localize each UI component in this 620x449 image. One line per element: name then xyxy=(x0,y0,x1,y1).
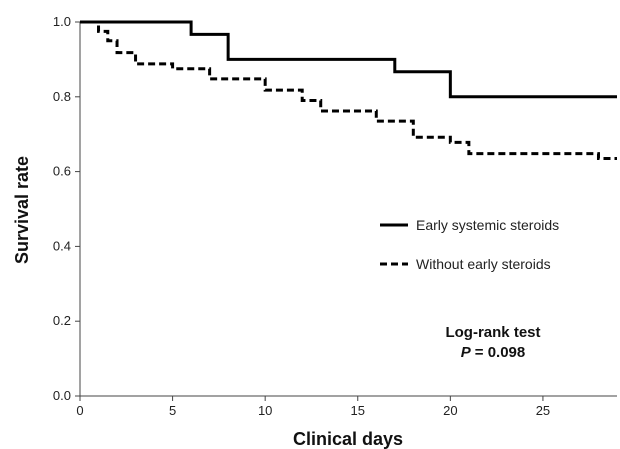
annotation-title: Log-rank test xyxy=(445,324,540,341)
series-early-steroids xyxy=(80,20,617,99)
p-symbol: P xyxy=(461,344,472,361)
x-tick-label: 15 xyxy=(351,403,365,418)
y-tick-label: 0.4 xyxy=(53,238,71,253)
y-tick-label: 0.2 xyxy=(53,313,71,328)
series-without-steroids xyxy=(80,20,617,161)
y-tick-label: 0.6 xyxy=(53,164,71,179)
x-tick-label: 10 xyxy=(258,403,272,418)
p-value: = 0.098 xyxy=(475,344,525,361)
y-tick-label: 0.8 xyxy=(53,89,71,104)
y-tick-label: 0.0 xyxy=(53,388,71,403)
y-ticks: 0.0 0.2 0.4 0.6 0.8 1.0 xyxy=(53,14,80,403)
plot-area: 0 5 10 15 20 25 0.0 0.2 0.4 0.6 0.8 1.0 xyxy=(53,14,617,418)
annotation-p-value: P = 0.098 xyxy=(461,344,525,361)
x-tick-label: 5 xyxy=(169,403,176,418)
legend-label-without-steroids: Without early steroids xyxy=(416,256,551,272)
x-ticks: 0 5 10 15 20 25 xyxy=(76,396,550,418)
x-axis-title: Clinical days xyxy=(293,429,403,449)
x-tick-label: 20 xyxy=(443,403,457,418)
x-tick-label: 0 xyxy=(76,403,83,418)
y-axis-title: Survival rate xyxy=(12,156,32,264)
x-tick-label: 25 xyxy=(536,403,550,418)
legend: Early systemic steroids Without early st… xyxy=(380,217,559,272)
y-tick-label: 1.0 xyxy=(53,14,71,29)
series-layer xyxy=(80,20,617,161)
legend-label-early-steroids: Early systemic steroids xyxy=(416,217,559,233)
logrank-annotation: Log-rank test P = 0.098 xyxy=(445,324,540,361)
